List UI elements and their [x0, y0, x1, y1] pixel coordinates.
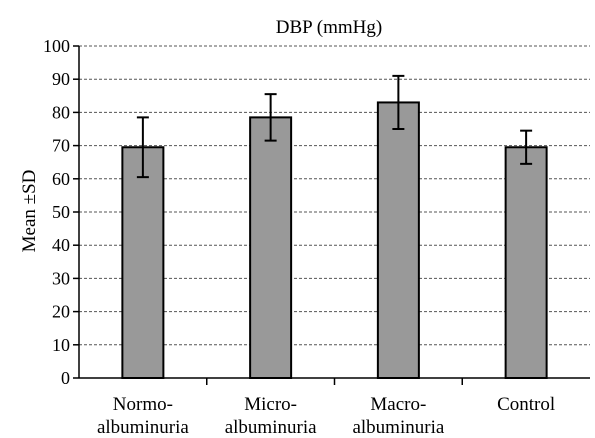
x-category-label: Normo-	[113, 394, 173, 415]
x-category-label: albuminuria	[352, 417, 444, 438]
x-category-label: Control	[497, 394, 555, 415]
bars	[121, 74, 548, 379]
y-tick-label: 10	[52, 335, 70, 355]
y-tick-label: 90	[52, 69, 70, 89]
x-category-label: albuminuria	[97, 417, 189, 438]
bar	[376, 101, 420, 379]
y-tick-label: 60	[52, 169, 70, 189]
axis-labels: 0102030405060708090100Normo-albuminuriaM…	[43, 36, 555, 438]
y-tick-label: 20	[52, 302, 70, 322]
x-category-label: albuminuria	[225, 417, 317, 438]
y-tick-label: 0	[61, 368, 70, 388]
y-tick-label: 80	[52, 102, 70, 122]
y-tick-label: 70	[52, 136, 70, 156]
bar	[121, 146, 165, 379]
y-tick-label: 50	[52, 202, 70, 222]
y-tick-label: 30	[52, 268, 70, 288]
y-axis-label: Mean ±SD	[19, 170, 40, 253]
x-category-label: Micro-	[244, 394, 297, 415]
bar	[504, 146, 548, 379]
x-category-label: Macro-	[370, 394, 426, 415]
y-tick-label: 100	[43, 36, 70, 56]
y-tick-label: 40	[52, 235, 70, 255]
chart-title: DBP (mmHg)	[276, 17, 382, 38]
axes	[73, 45, 590, 385]
bar	[249, 116, 293, 379]
